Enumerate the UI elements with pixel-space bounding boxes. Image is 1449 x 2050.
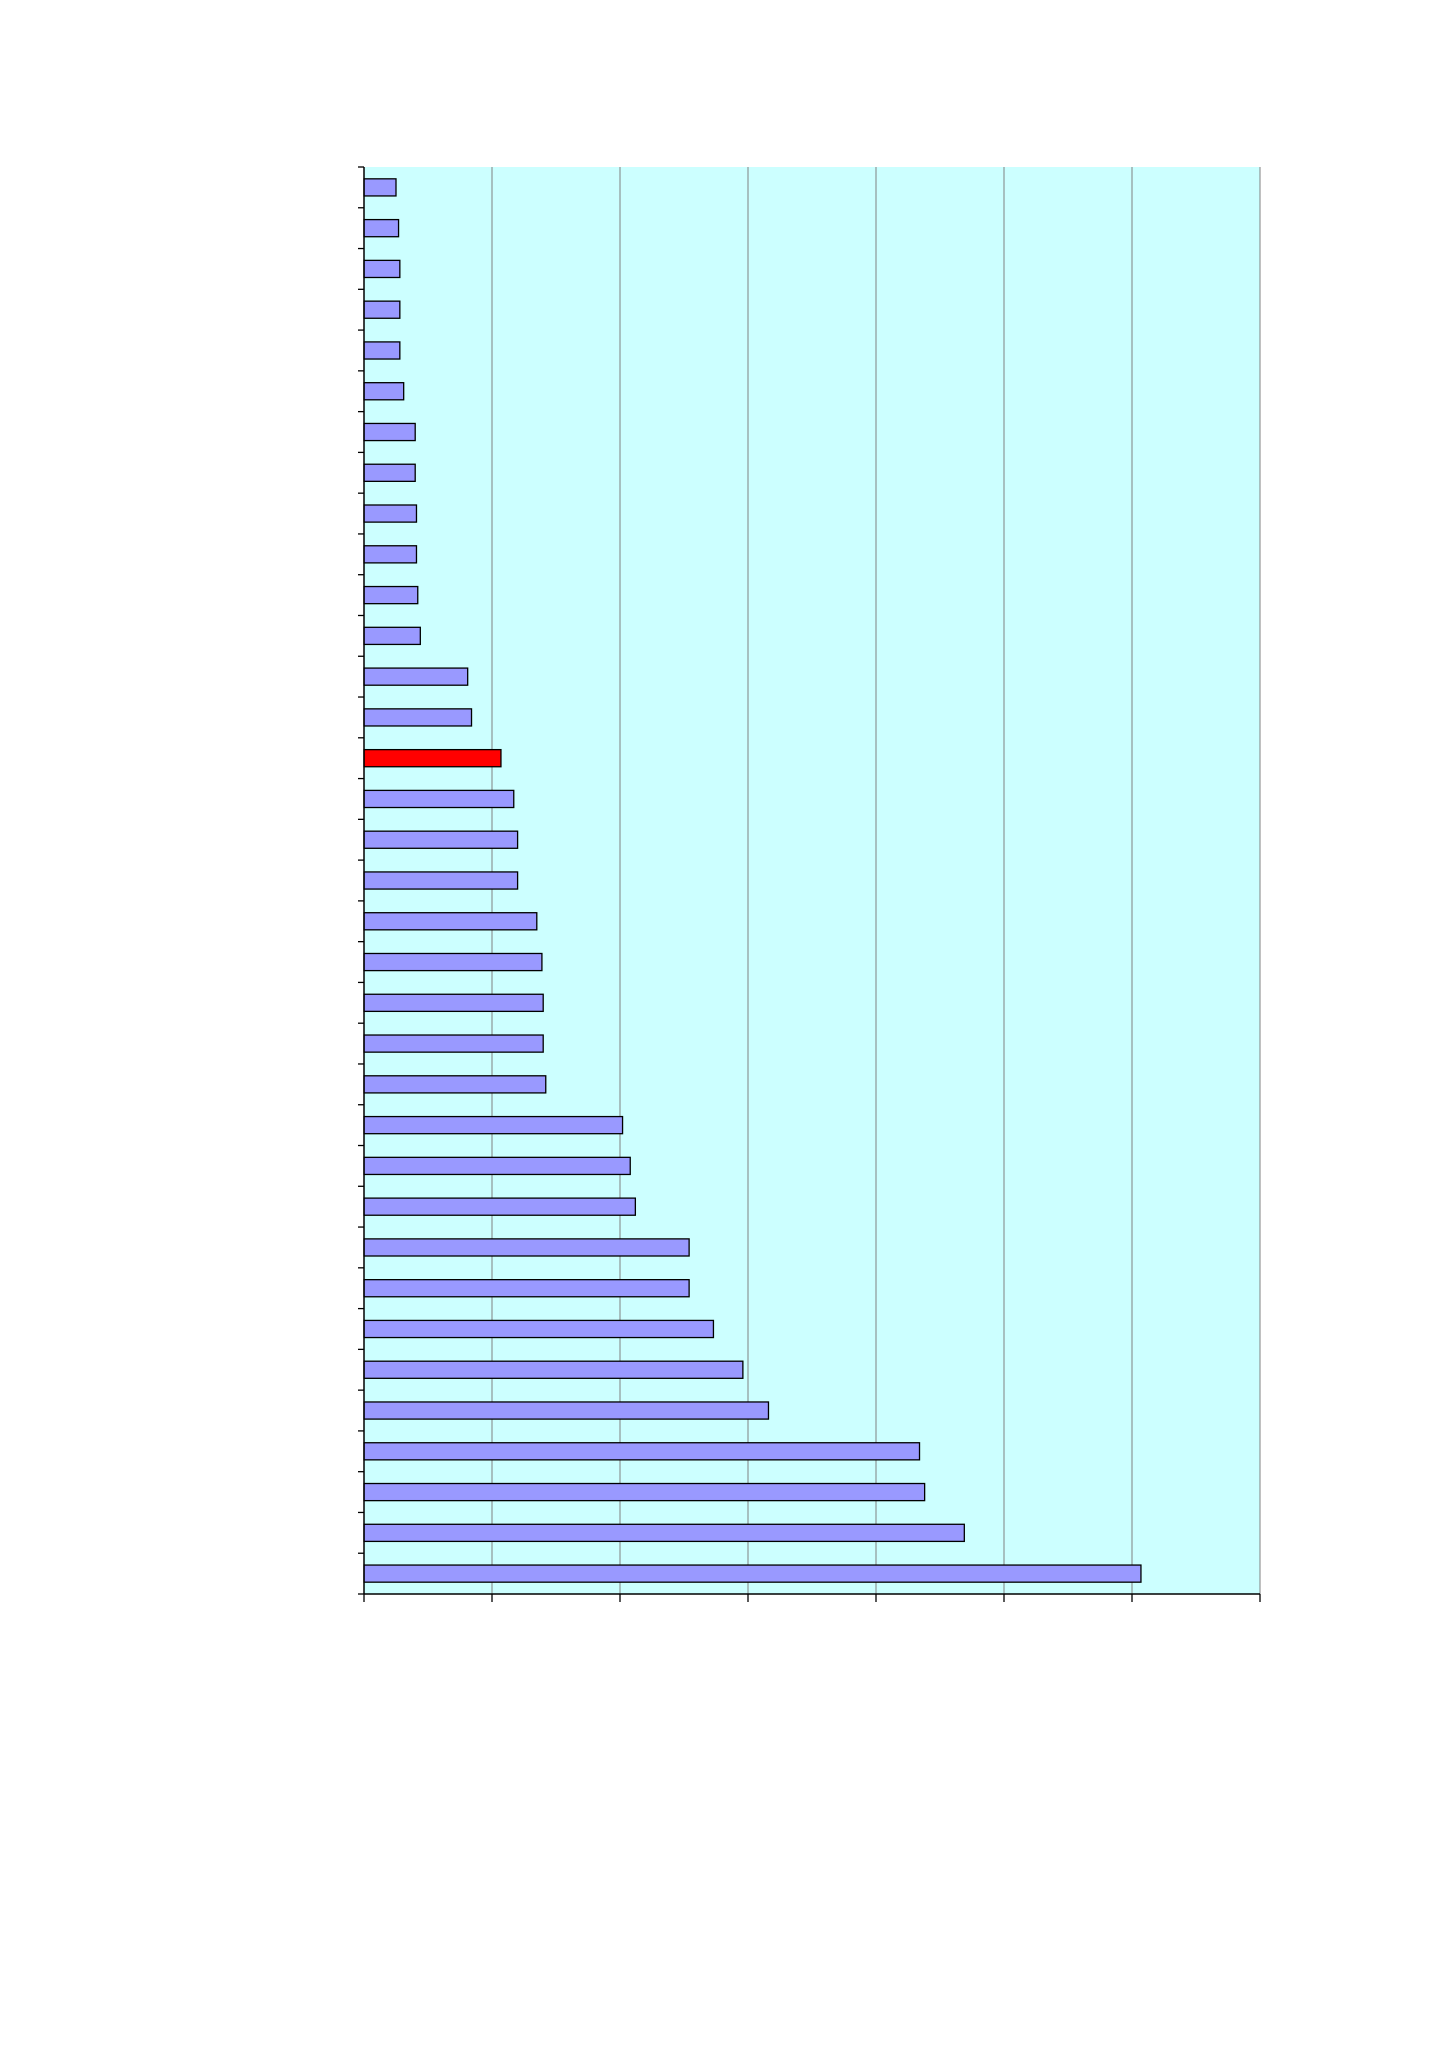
bar (363, 178, 397, 197)
bar (363, 1034, 544, 1053)
bar (363, 1401, 770, 1420)
bar (363, 1442, 921, 1461)
bar (363, 1238, 690, 1257)
bar (363, 1360, 744, 1379)
bar (363, 300, 401, 319)
bar (363, 585, 419, 605)
bar (363, 667, 469, 686)
bar (363, 382, 405, 401)
bar (363, 1279, 690, 1298)
bar (363, 218, 400, 238)
bar (363, 259, 401, 279)
bar (363, 1564, 1142, 1583)
bar (363, 1075, 547, 1094)
bar (363, 789, 515, 809)
bar (363, 1156, 631, 1176)
axes (358, 166, 1261, 1602)
bar (363, 463, 416, 482)
bar (363, 871, 519, 890)
bar (363, 545, 418, 564)
bar (363, 912, 538, 931)
bar (363, 830, 519, 849)
bar (363, 1319, 715, 1339)
bar (363, 952, 543, 972)
bar (363, 1482, 926, 1502)
highlighted-bar (363, 748, 502, 768)
bar-series (363, 178, 1142, 1583)
bar (363, 708, 473, 727)
bar (363, 504, 418, 523)
bar (363, 341, 401, 360)
bar (363, 422, 416, 442)
bar (363, 993, 544, 1013)
gridlines (491, 167, 1261, 1594)
bar (363, 626, 421, 646)
bar (363, 1523, 965, 1543)
bar (363, 1115, 624, 1135)
bar (363, 1197, 637, 1216)
